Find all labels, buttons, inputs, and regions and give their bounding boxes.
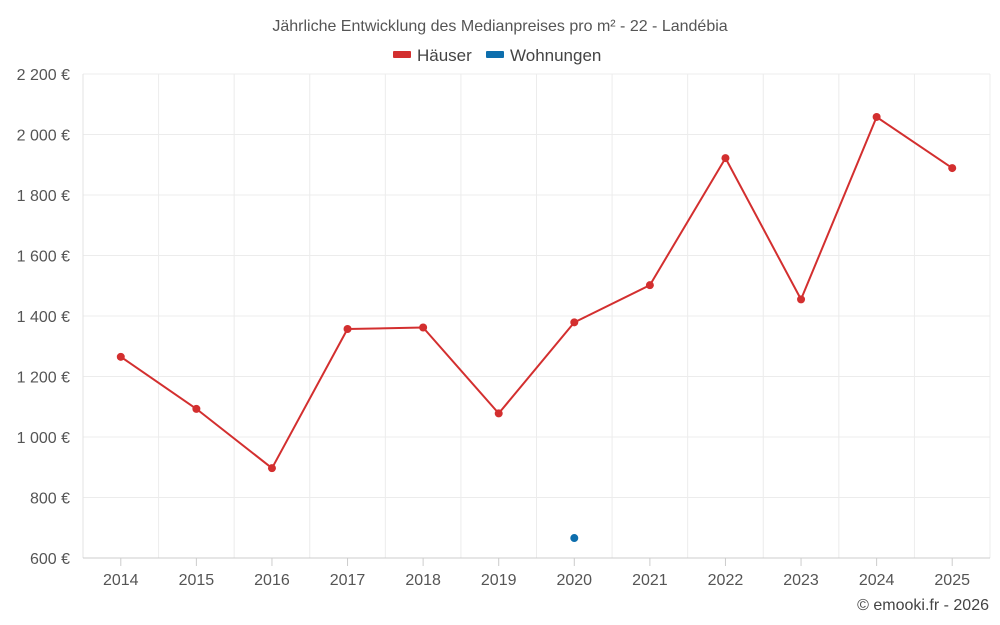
x-tick-label: 2023 [783, 572, 819, 589]
legend-swatch-haeuser [393, 51, 411, 58]
x-tick-label: 2015 [179, 572, 215, 589]
series-layer [116, 112, 957, 543]
data-point-haeuser [494, 409, 503, 418]
data-point-haeuser [570, 318, 579, 327]
data-point-haeuser [343, 325, 352, 334]
x-tick-label: 2022 [708, 572, 744, 589]
x-axis-ticks: 2014 2015 2016 2017 2018 2019 2020 2021 2022 2023… [103, 558, 970, 589]
y-tick-label: 2 200 € [17, 67, 70, 84]
x-tick-label: 2016 [254, 572, 290, 589]
data-point-haeuser [797, 295, 806, 304]
y-tick-label: 1 200 € [17, 370, 70, 387]
grid [83, 73, 991, 558]
axes [82, 74, 990, 559]
legend-label-wohnungen: Wohnungen [510, 46, 601, 65]
data-point-haeuser [721, 154, 730, 163]
data-point-haeuser [419, 323, 428, 332]
data-point-haeuser [267, 464, 276, 473]
legend: Häuser Wohnungen [393, 46, 601, 65]
y-tick-label: 1 000 € [17, 430, 70, 447]
y-tick-label: 1 400 € [17, 309, 70, 326]
y-tick-label: 800 € [30, 491, 70, 508]
x-tick-label: 2019 [481, 572, 517, 589]
data-point-haeuser [116, 352, 125, 361]
legend-item-haeuser[interactable]: Häuser [393, 46, 472, 65]
y-tick-label: 1 600 € [17, 249, 70, 266]
x-tick-label: 2020 [556, 572, 592, 589]
credit-text: © emooki.fr - 2026 [857, 597, 989, 614]
x-tick-label: 2024 [859, 572, 895, 589]
series-line-haeuser [120, 116, 953, 470]
y-tick-label: 2 000 € [17, 128, 70, 145]
x-tick-label: 2014 [103, 572, 139, 589]
x-tick-label: 2018 [405, 572, 441, 589]
legend-swatch-wohnungen [486, 51, 504, 58]
y-axis-ticks: 600 € 800 € 1 000 € 1 200 € 1 400 € 1 600 € 1 … [17, 67, 70, 568]
x-tick-label: 2025 [934, 572, 970, 589]
x-tick-label: 2021 [632, 572, 668, 589]
y-tick-label: 1 800 € [17, 188, 70, 205]
data-point-haeuser [645, 281, 654, 290]
y-tick-label: 600 € [30, 551, 70, 568]
legend-item-wohnungen[interactable]: Wohnungen [486, 46, 601, 65]
chart-title: Jährliche Entwicklung des Medianpreises … [272, 18, 727, 35]
data-point-haeuser [872, 112, 881, 121]
legend-label-haeuser: Häuser [417, 46, 472, 65]
data-point-haeuser [192, 404, 201, 413]
data-point-wohnungen [570, 534, 579, 543]
x-tick-label: 2017 [330, 572, 366, 589]
data-point-haeuser [948, 164, 957, 173]
